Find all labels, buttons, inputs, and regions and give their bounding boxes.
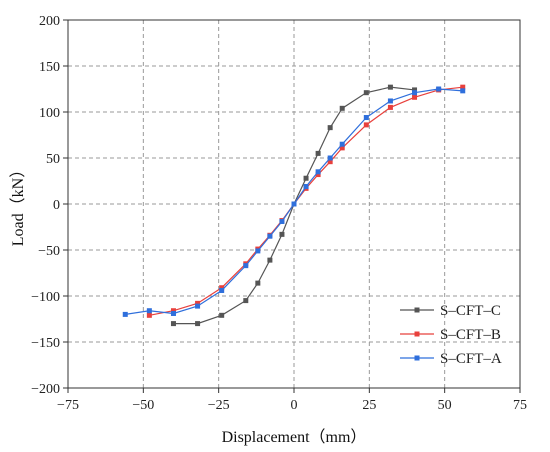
data-point	[255, 280, 261, 286]
data-point	[219, 312, 225, 318]
data-point	[255, 248, 261, 254]
data-point	[170, 321, 176, 327]
legend-marker	[414, 307, 420, 313]
legend-marker	[414, 331, 420, 337]
data-point	[195, 321, 201, 327]
data-point	[387, 104, 393, 110]
legend-label: S–CFT–C	[440, 303, 501, 319]
x-tick-label: 25	[362, 398, 376, 413]
y-tick-label: 150	[39, 60, 60, 75]
legend-label: S–CFT–B	[440, 327, 501, 343]
data-point	[146, 308, 152, 314]
x-tick-label: −25	[208, 398, 230, 413]
data-point	[387, 84, 393, 90]
y-axis-title: Load（kN）	[9, 162, 27, 246]
data-point	[339, 105, 345, 111]
data-point	[412, 87, 418, 93]
data-point	[460, 88, 466, 94]
data-point	[315, 169, 321, 175]
y-tick-label: 200	[39, 14, 60, 29]
data-point	[412, 90, 418, 96]
data-point	[219, 285, 225, 291]
data-point	[436, 86, 442, 92]
data-point	[303, 184, 309, 190]
data-point	[315, 150, 321, 156]
y-tick-label: 0	[53, 198, 60, 213]
series-s-cft-b	[146, 84, 466, 318]
x-tick-label: 75	[513, 398, 527, 413]
data-point	[327, 159, 333, 165]
data-point	[291, 201, 297, 207]
data-point	[303, 175, 309, 181]
ticks-layer: −75 −50 −25 0 25 50 75 −200 −150 −100 −50 0 50 100 150…	[31, 14, 527, 413]
y-tick-label: 50	[46, 152, 60, 167]
legend: S–CFT–C S–CFT–B S–CFT–A	[400, 303, 502, 367]
series-layer	[122, 84, 466, 327]
legend-label: S–CFT–A	[440, 351, 502, 367]
data-point	[267, 233, 273, 239]
data-point	[339, 145, 345, 151]
x-axis-title: Displacement（mm）	[222, 428, 367, 446]
legend-item: S–CFT–C	[400, 303, 501, 319]
data-point	[327, 125, 333, 131]
x-tick-label: −75	[57, 398, 79, 413]
x-tick-label: 0	[291, 398, 298, 413]
series-s-cft-a	[122, 86, 466, 317]
data-point	[146, 312, 152, 318]
data-point	[195, 303, 201, 309]
data-point	[460, 84, 466, 90]
data-point	[387, 98, 393, 104]
x-tick-label: 50	[438, 398, 452, 413]
y-tick-label: −100	[31, 290, 60, 305]
data-point	[267, 257, 273, 263]
legend-item: S–CFT–A	[400, 351, 502, 367]
data-point	[170, 308, 176, 314]
y-tick-label: −150	[31, 336, 60, 351]
y-tick-label: −50	[38, 244, 60, 259]
data-point	[122, 311, 128, 317]
data-point	[279, 218, 285, 224]
data-point	[315, 172, 321, 178]
data-point	[363, 90, 369, 96]
data-point	[412, 94, 418, 100]
data-point	[243, 298, 249, 304]
data-point	[243, 263, 249, 269]
data-point	[363, 115, 369, 121]
series-line	[149, 86, 463, 316]
data-point	[170, 310, 176, 316]
legend-item: S–CFT–B	[400, 327, 501, 343]
data-point	[279, 231, 285, 237]
data-point	[363, 122, 369, 128]
x-tick-label: −50	[132, 398, 154, 413]
y-tick-label: 100	[39, 106, 60, 121]
data-point	[219, 287, 225, 293]
data-point	[339, 141, 345, 147]
legend-marker	[414, 355, 420, 361]
data-point	[195, 300, 201, 306]
y-tick-label: −200	[31, 382, 60, 397]
data-point	[327, 155, 333, 161]
